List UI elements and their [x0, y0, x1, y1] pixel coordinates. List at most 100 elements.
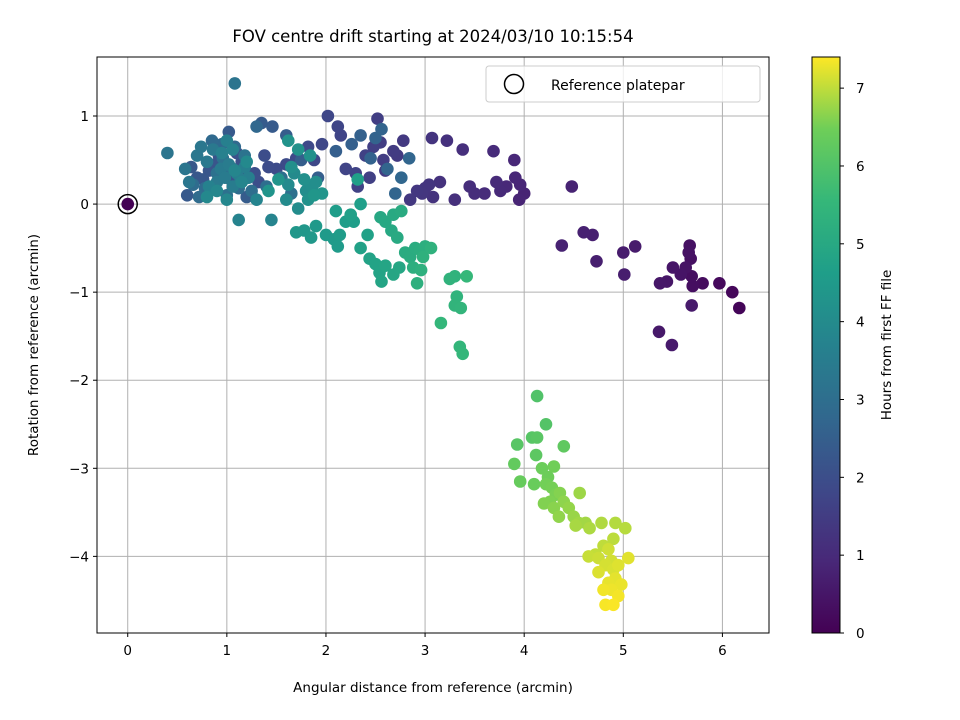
data-point: [607, 598, 620, 612]
data-point: [375, 275, 388, 288]
colorbar-tick-label: 1: [856, 548, 865, 564]
data-point: [547, 460, 561, 473]
data-point: [228, 164, 242, 177]
data-point: [535, 462, 549, 475]
chart-title: FOV centre drift starting at 2024/03/10 …: [232, 27, 633, 46]
x-tick-label: 5: [619, 643, 628, 659]
data-point: [555, 239, 569, 252]
y-axis-ticks: 1 0 −1 −2 −3 −4: [69, 109, 97, 565]
x-axis-ticks: 0 1 2 3 4 5 6: [123, 633, 727, 659]
data-point: [685, 270, 698, 283]
data-point: [228, 77, 242, 90]
data-point: [410, 184, 424, 198]
x-axis-label: Angular distance from reference (arcmin): [293, 680, 573, 696]
data-point: [363, 171, 376, 184]
data-point: [331, 120, 345, 133]
data-point: [218, 171, 232, 184]
data-point: [529, 448, 543, 462]
colorbar-tick-label: 7: [856, 81, 865, 97]
data-point: [329, 204, 343, 218]
data-point: [487, 144, 500, 158]
data-point: [354, 197, 367, 211]
data-point: [180, 189, 194, 202]
data-point: [220, 134, 234, 147]
data-point: [240, 155, 253, 169]
data-points: [161, 77, 746, 612]
colorbar-tick-label: 2: [856, 470, 865, 486]
data-point: [665, 338, 679, 352]
data-point: [272, 173, 285, 186]
data-point: [402, 152, 416, 165]
data-point: [537, 497, 551, 510]
data-point: [508, 153, 521, 167]
data-point: [215, 146, 229, 160]
data-point: [416, 250, 430, 264]
data-point: [619, 521, 632, 535]
data-point: [285, 160, 298, 174]
data-point: [297, 173, 311, 186]
data-point: [602, 543, 615, 556]
data-point: [583, 521, 596, 535]
data-point: [622, 551, 635, 565]
plot-frame: [96, 56, 770, 634]
data-point: [530, 389, 544, 403]
data-point: [682, 246, 695, 259]
x-tick-label: 6: [718, 643, 727, 659]
data-point: [371, 112, 384, 125]
data-point: [628, 240, 642, 253]
data-point: [232, 213, 245, 227]
data-point: [291, 143, 305, 156]
data-point: [307, 189, 321, 202]
data-point: [389, 187, 402, 200]
y-tick-label: −1: [69, 285, 89, 301]
data-point: [309, 219, 323, 233]
colorbar: 0 1 2 3 4 5 6 7 Hours from first FF file: [811, 56, 895, 642]
data-point: [282, 178, 295, 191]
y-tick-label: −4: [69, 549, 89, 565]
data-point: [339, 162, 353, 176]
data-point: [200, 190, 214, 204]
data-point: [344, 208, 358, 221]
data-point: [266, 120, 279, 133]
data-point: [303, 149, 317, 162]
x-tick-label: 1: [223, 643, 232, 659]
data-point: [309, 175, 323, 189]
data-point: [425, 131, 439, 145]
data-point: [612, 558, 625, 572]
colorbar-tick-label: 6: [856, 159, 865, 175]
data-point: [426, 190, 440, 204]
data-point: [403, 193, 417, 206]
data-point: [527, 477, 541, 491]
data-point: [410, 277, 424, 290]
data-point: [291, 202, 305, 215]
data-point: [597, 583, 610, 597]
data-point: [569, 519, 582, 532]
data-point: [381, 162, 394, 176]
data-point: [618, 268, 631, 281]
colorbar-gradient: [811, 56, 841, 634]
y-tick-label: 0: [80, 197, 89, 213]
reference-ring: [117, 193, 138, 215]
data-point: [424, 241, 438, 255]
data-point: [565, 180, 579, 193]
data-point: [512, 193, 526, 206]
data-point: [539, 418, 553, 431]
data-point: [443, 272, 457, 286]
data-point: [304, 231, 318, 244]
data-point: [509, 171, 522, 184]
data-point: [653, 277, 667, 290]
y-axis-label: Rotation from reference (arcmin): [26, 234, 42, 456]
data-point: [666, 261, 680, 274]
data-point: [354, 241, 367, 255]
data-point: [577, 226, 590, 239]
data-point: [617, 246, 630, 259]
data-point: [582, 550, 595, 563]
x-tick-label: 3: [421, 643, 430, 659]
data-point: [182, 175, 196, 189]
data-point: [282, 134, 295, 147]
data-point: [315, 137, 329, 151]
colorbar-label: Hours from first FF file: [879, 270, 895, 421]
x-tick-label: 0: [123, 643, 132, 659]
data-point: [440, 134, 454, 147]
